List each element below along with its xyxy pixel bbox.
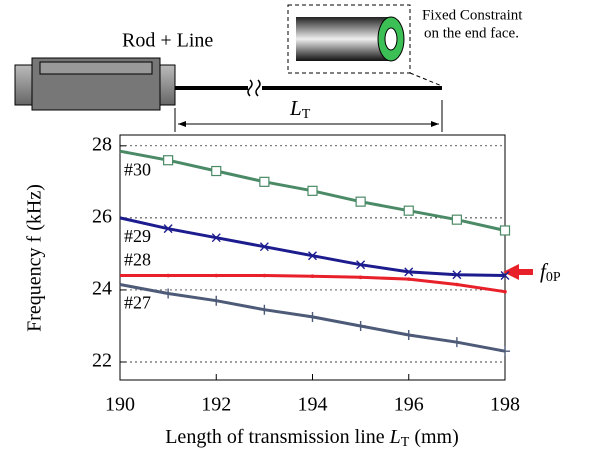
marker (310, 274, 315, 279)
marker (307, 311, 318, 322)
transducer-top (39, 61, 153, 75)
marker (163, 155, 174, 166)
marker (451, 214, 462, 225)
marker (214, 273, 219, 278)
marker (355, 196, 366, 207)
marker (358, 275, 363, 280)
x-tick-label: 198 (490, 394, 520, 416)
marker (406, 277, 411, 281)
f0p-label: f0P (540, 259, 561, 285)
marker (308, 251, 317, 261)
series-line (119, 216, 506, 277)
marker (259, 176, 270, 187)
y-tick-label: 24 (92, 278, 112, 300)
length-var: L (289, 96, 302, 120)
device-diagram: Rod + Line Fixed Constraint on the end f… (14, 4, 523, 132)
marker (500, 346, 510, 357)
inset-leader (409, 72, 443, 87)
x-axis-label: Length of transmission line LT (mm) (165, 426, 459, 451)
marker (259, 242, 269, 252)
y-tick-label: 26 (92, 205, 112, 227)
marker (211, 165, 222, 177)
x-label-text: Length of transmission line (165, 426, 389, 448)
f0p-var: f (540, 259, 549, 283)
marker (163, 224, 173, 234)
x-tick-label: 196 (394, 394, 424, 416)
length-label: LT (289, 96, 311, 122)
marker (403, 329, 414, 340)
marker (404, 267, 414, 277)
constraint-label: Fixed Constraint (422, 7, 523, 23)
f0p-arrow (503, 264, 533, 280)
inset-box (287, 4, 411, 74)
marker (500, 271, 510, 281)
marker (259, 304, 270, 315)
marker (499, 225, 511, 236)
cylinder (296, 17, 391, 61)
series-label: #30 (124, 159, 151, 179)
marker (166, 273, 170, 278)
y-tick-label: 28 (92, 133, 112, 155)
x-tick-label: 190 (105, 394, 135, 416)
rod-line-label: Rod + Line (122, 30, 213, 52)
marker (262, 273, 267, 278)
marker (211, 295, 222, 306)
length-sub: T (302, 107, 311, 122)
constraint-label: on the end face. (424, 25, 519, 41)
series-label: #29 (124, 226, 151, 246)
marker (403, 205, 414, 216)
f0p-sub: 0P (546, 270, 561, 285)
marker (163, 288, 174, 299)
series-label: #28 (124, 250, 151, 270)
plot-frame (119, 134, 506, 381)
break-mark (247, 79, 261, 97)
marker (211, 233, 221, 243)
x-label-unit: (mm) (409, 426, 458, 448)
series-label: #27 (124, 293, 151, 313)
marker (451, 337, 462, 348)
marker (307, 185, 318, 196)
end-face-hole (384, 27, 398, 51)
marker (356, 260, 366, 270)
x-label-sub: T (401, 435, 410, 450)
marker (455, 282, 459, 287)
marker (355, 320, 366, 331)
y-tick-label: 22 (92, 350, 112, 372)
x-tick-label: 194 (298, 394, 328, 416)
y-axis-label: Frequency f (kHz) (24, 184, 46, 332)
marker (452, 270, 462, 280)
x-tick-label: 192 (201, 394, 231, 416)
marker (503, 289, 507, 294)
x-label-var: L (389, 426, 401, 448)
